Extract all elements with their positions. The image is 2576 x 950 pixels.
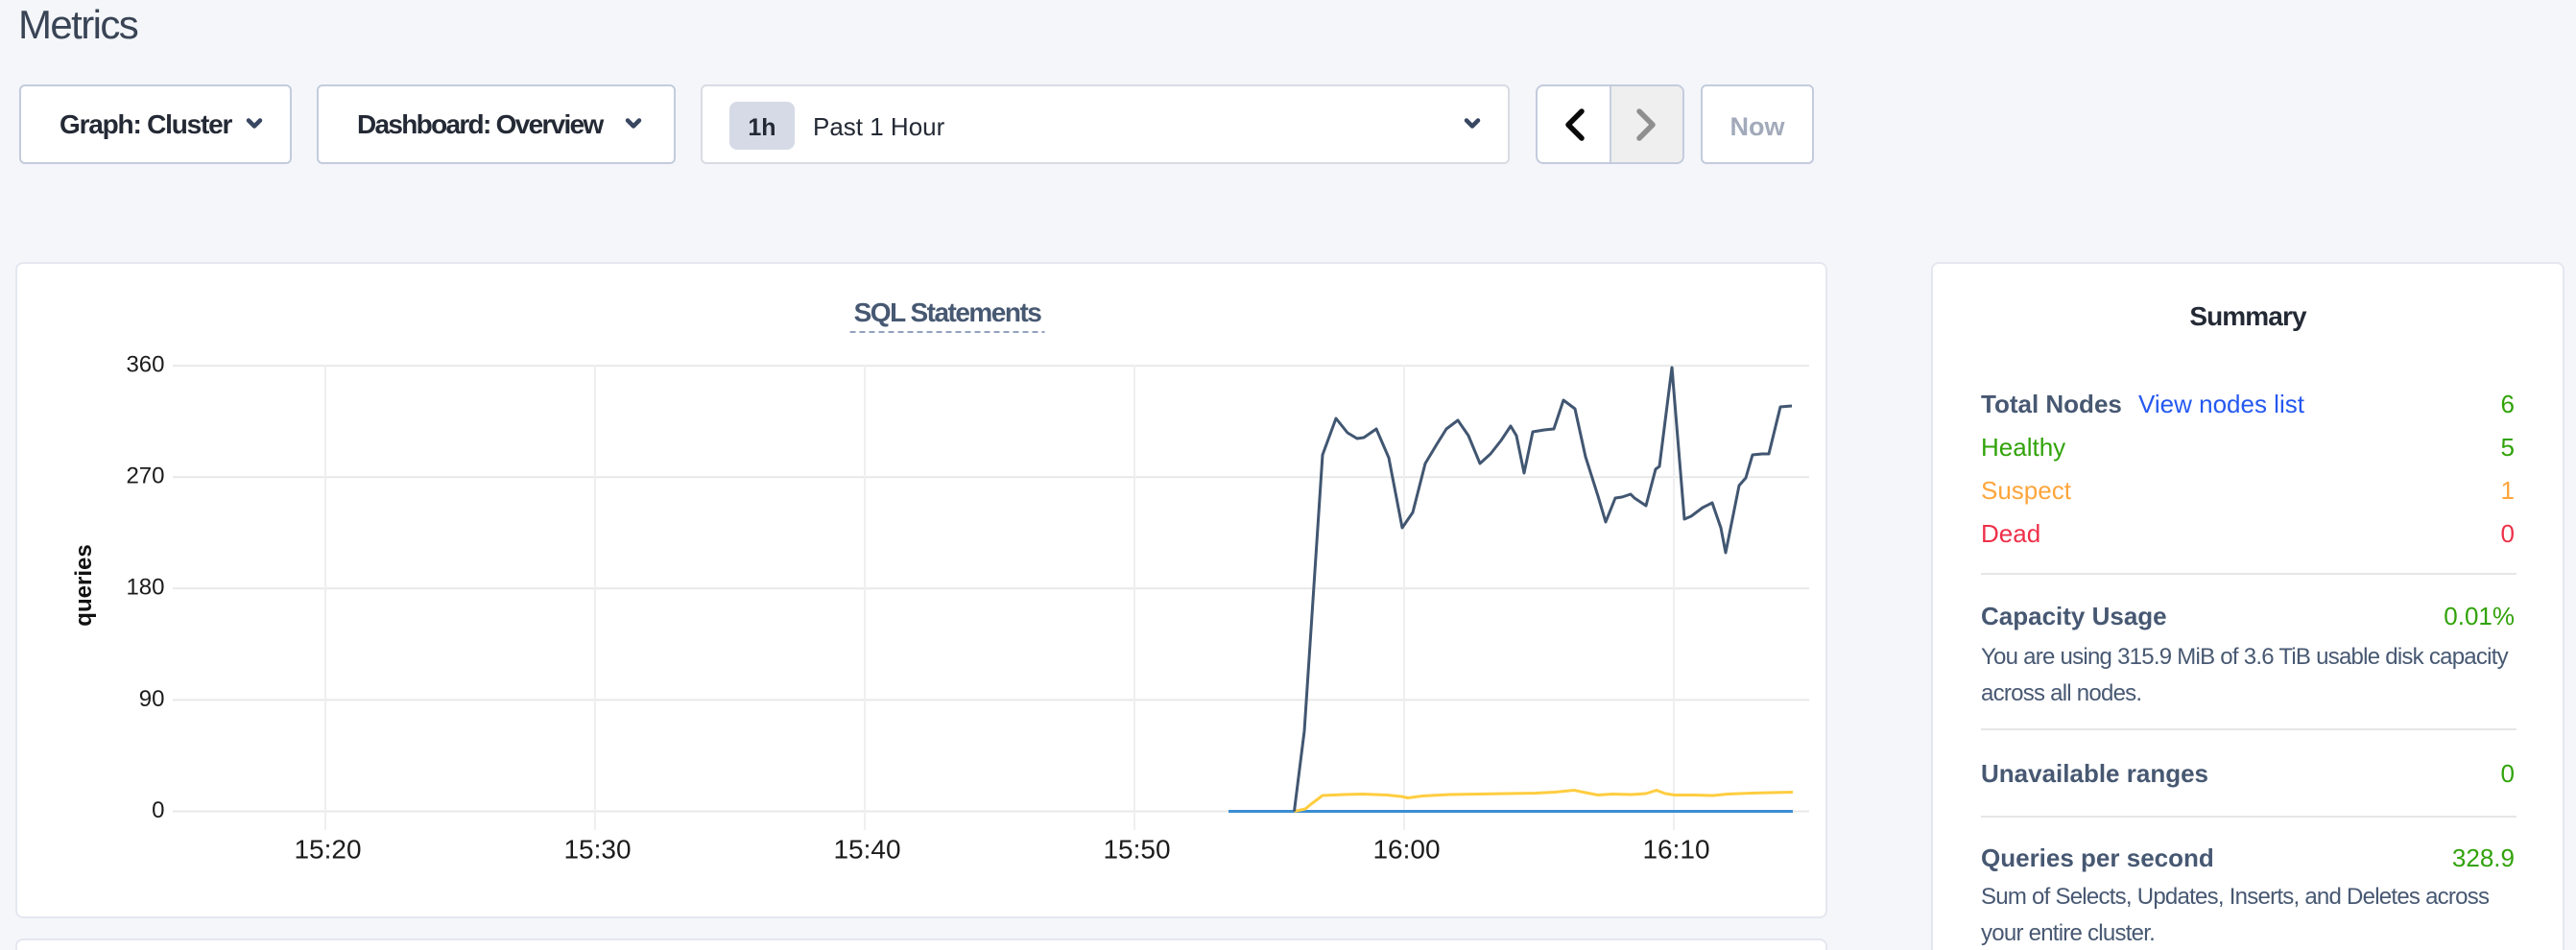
svg-text:15:40: 15:40 xyxy=(833,835,900,865)
svg-text:queries: queries xyxy=(71,544,97,626)
svg-text:270: 270 xyxy=(126,463,164,489)
svg-text:0: 0 xyxy=(152,797,164,823)
svg-text:16:10: 16:10 xyxy=(1642,835,1709,865)
svg-text:15:20: 15:20 xyxy=(294,835,361,865)
svg-text:15:50: 15:50 xyxy=(1103,835,1170,865)
svg-text:180: 180 xyxy=(126,575,164,601)
svg-text:15:30: 15:30 xyxy=(563,835,631,865)
svg-text:16:00: 16:00 xyxy=(1372,835,1440,865)
svg-text:90: 90 xyxy=(139,686,165,712)
svg-text:360: 360 xyxy=(126,352,164,378)
